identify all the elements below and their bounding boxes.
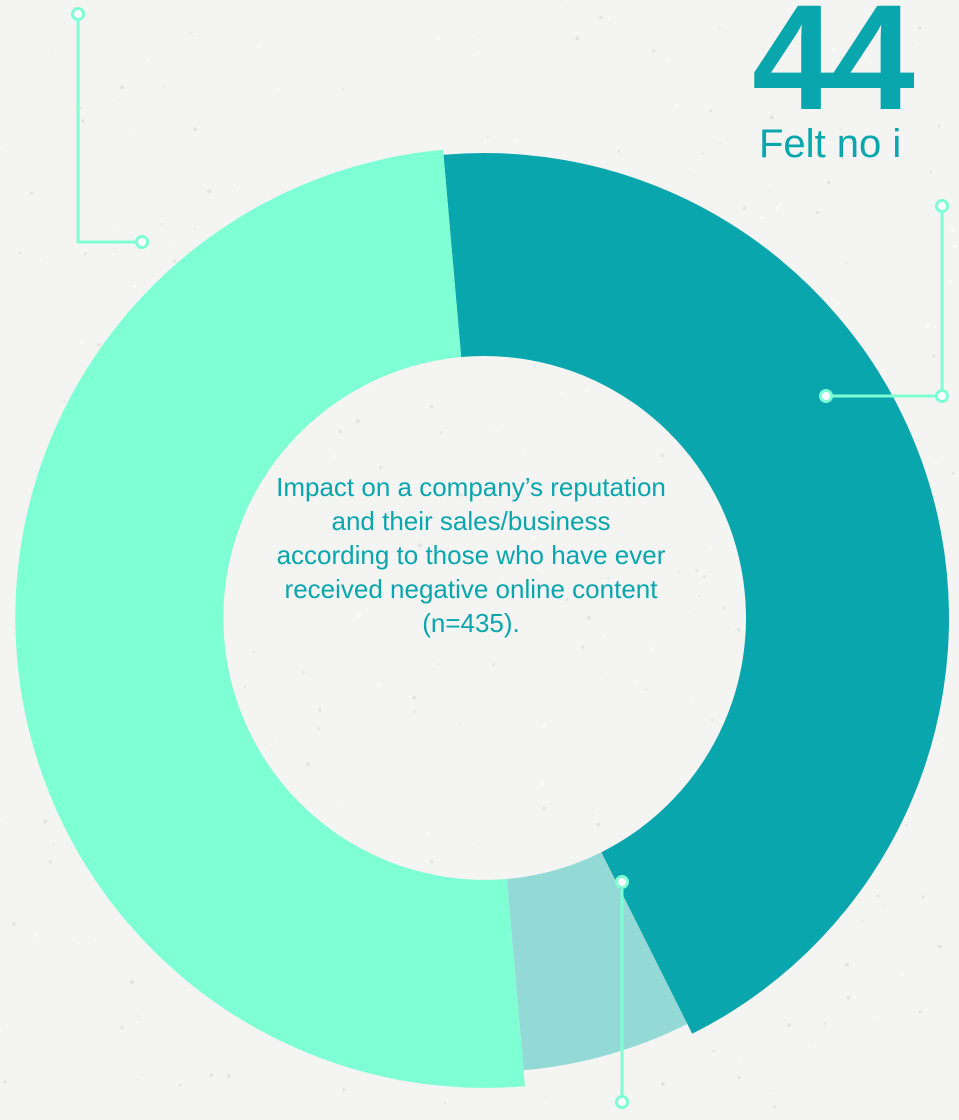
connector-line-top-left bbox=[76, 14, 142, 244]
callout-label-no-impact: Felt no i bbox=[759, 122, 902, 166]
donut-slices bbox=[15, 149, 949, 1088]
slice-impact bbox=[15, 149, 525, 1088]
connector-dot bbox=[935, 199, 949, 213]
chart-center-description: Impact on a company’s reputation and the… bbox=[276, 472, 666, 638]
connector-dot bbox=[819, 389, 833, 403]
connector-dot bbox=[71, 7, 85, 21]
callout-value-no-impact: 44 bbox=[752, 0, 915, 141]
callout-connectors bbox=[71, 7, 949, 1109]
slice-no-impact bbox=[443, 153, 949, 1034]
connector-dot bbox=[135, 235, 149, 249]
connector-dot bbox=[615, 1095, 629, 1109]
slice-minor bbox=[506, 852, 688, 1071]
connector-dot bbox=[935, 389, 949, 403]
connector-dot bbox=[615, 875, 629, 889]
